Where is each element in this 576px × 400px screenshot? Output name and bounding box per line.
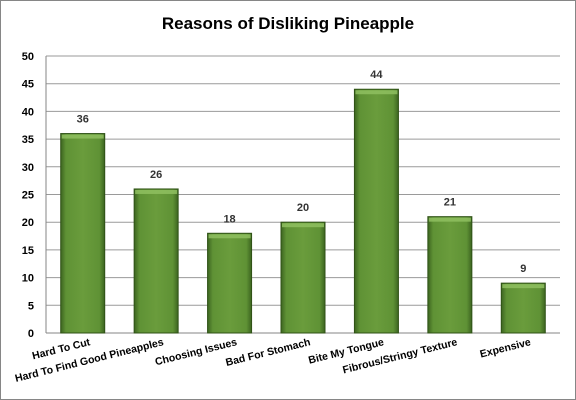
y-tick-label: 40 (22, 106, 34, 118)
y-tick-label: 35 (22, 134, 34, 146)
data-label: 26 (150, 169, 162, 181)
data-label: 18 (223, 213, 235, 225)
category-label: Bad For Stomach (224, 336, 311, 369)
y-tick-label: 45 (22, 79, 34, 91)
bar-body (427, 216, 473, 334)
data-label: 20 (297, 202, 309, 214)
data-label: 9 (520, 263, 526, 275)
category-label: Expensive (479, 336, 532, 360)
y-tick-labels: 0 5 10 15 20 25 30 35 40 45 50 (22, 51, 34, 340)
y-tick-label: 20 (22, 217, 34, 229)
data-label: 44 (370, 69, 383, 81)
bar (353, 88, 399, 334)
data-labels: 36 26 18 20 44 21 9 (77, 69, 527, 275)
bar (60, 133, 106, 334)
bar-top-bevel (135, 189, 178, 194)
y-tick-label: 10 (22, 273, 34, 285)
bar-body (353, 88, 399, 334)
bar-body (500, 282, 546, 334)
y-tick-label: 0 (28, 328, 34, 340)
bar (133, 188, 179, 334)
bar-body (280, 221, 326, 334)
y-tick-label: 15 (22, 245, 34, 257)
y-tick-label: 30 (22, 162, 34, 174)
gridlines (46, 55, 560, 306)
bar (500, 282, 546, 334)
bar-top-bevel (502, 284, 545, 289)
chart-title: Reasons of Disliking Pineapple (162, 14, 414, 33)
bar (427, 216, 473, 334)
y-tick-label: 50 (22, 51, 34, 63)
bar-top-bevel (61, 134, 104, 139)
bar-top-bevel (282, 223, 324, 228)
bar-top-bevel (428, 217, 471, 222)
data-label: 36 (77, 114, 89, 126)
bar-top-bevel (208, 234, 251, 239)
bar-body (207, 232, 253, 334)
y-tick-label: 25 (22, 190, 34, 202)
bar-body (60, 133, 106, 334)
bars (60, 88, 546, 334)
bar (207, 232, 253, 334)
data-label: 21 (444, 197, 456, 209)
bar-top-bevel (355, 90, 398, 95)
bar-body (133, 188, 179, 334)
y-tick-label: 5 (28, 300, 34, 312)
bar (280, 221, 326, 334)
